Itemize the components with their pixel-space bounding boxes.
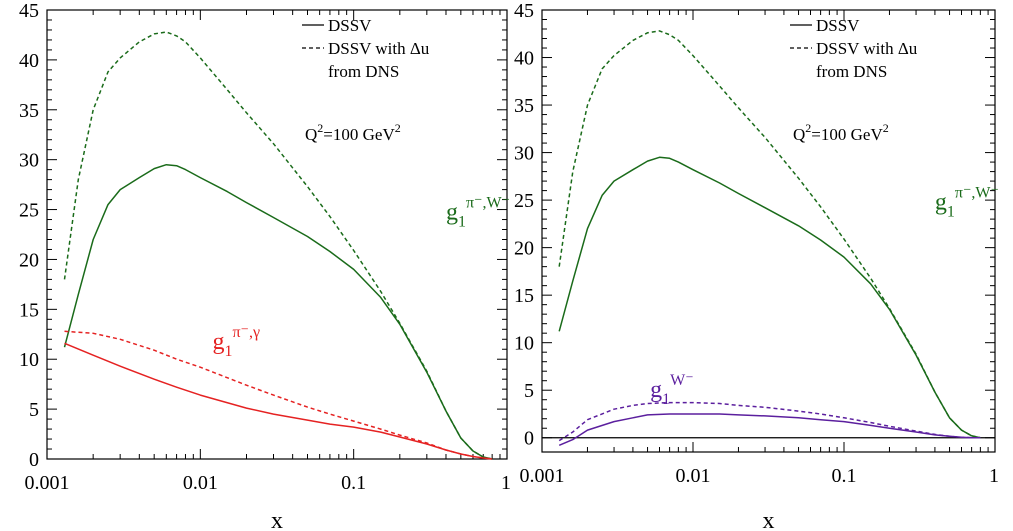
series-line-solid-2 [558,413,981,446]
legend-entry: from DNS [328,62,399,81]
x-tick-label: 0.1 [341,472,366,494]
plot-frame [46,9,508,460]
y-tick-label: 20 [514,238,534,260]
series-line-solid-0 [63,163,493,460]
y-tick-label: 25 [514,190,534,212]
y-tick-label: 40 [19,50,39,72]
panel-right: 0 5 10 15 20 25 30 35 40 45 0.001 0.01 0.1 1 x DSSV DSSV… [514,0,999,531]
panel-left: 0 5 10 15 20 25 30 35 40 45 0.001 0.01 0.1 1 x DSSV DSSV… [19,0,511,531]
x-tick-label: 0.01 [676,465,711,487]
y-tick-label: 20 [19,249,39,271]
y-tick-label: 35 [514,95,534,117]
series-line-dashed-1 [63,31,493,460]
x-tick-label: 0.1 [832,465,857,487]
legend-entry: from DNS [816,62,887,81]
x-axis-title: x [763,508,775,531]
plot-frame [541,9,996,453]
curve-label: g1W⁻ [650,372,694,408]
y-tick-label: 5 [29,399,39,421]
y-tick-label: 15 [514,285,534,307]
y-tick-label: 10 [514,333,534,355]
x-tick-label: 0.001 [520,465,565,487]
y-tick-label: 25 [19,200,39,222]
series-line-dashed-1 [558,30,981,439]
curve-label: g1π⁻,W⁻ [446,195,510,231]
q2-annotation: Q2=100 GeV2 [793,121,889,144]
curve-label: g1π⁻,W⁻ [935,185,999,221]
series-line-dashed-3 [64,330,493,460]
q2-annotation: Q2=100 GeV2 [305,121,401,144]
y-tick-label: 45 [514,0,534,22]
legend-entry: DSSV with Δu [328,39,430,58]
y-tick-label: 5 [524,380,534,402]
y-tick-label: 30 [19,150,39,172]
series-line-dashed-3 [558,401,981,442]
x-tick-label: 1 [989,465,999,487]
y-tick-label: 15 [19,299,39,321]
y-tick-label: 30 [514,143,534,165]
x-axis-title: x [271,508,283,531]
legend-entry: DSSV with Δu [816,39,918,58]
series-line-solid-2 [64,342,493,460]
y-tick-label: 0 [29,449,39,471]
y-tick-label: 40 [514,48,534,70]
x-tick-label: 0.001 [25,472,70,494]
y-tick-label: 0 [524,428,534,450]
series-line-solid-0 [558,156,981,439]
legend-entry: DSSV [328,16,372,35]
legend-entry: DSSV [816,16,860,35]
x-tick-label: 1 [501,472,511,494]
curve-label: g1π⁻,γ [212,324,260,360]
y-tick-label: 45 [19,0,39,22]
y-tick-label: 10 [19,349,39,371]
y-tick-label: 35 [19,100,39,122]
x-tick-label: 0.01 [183,472,218,494]
